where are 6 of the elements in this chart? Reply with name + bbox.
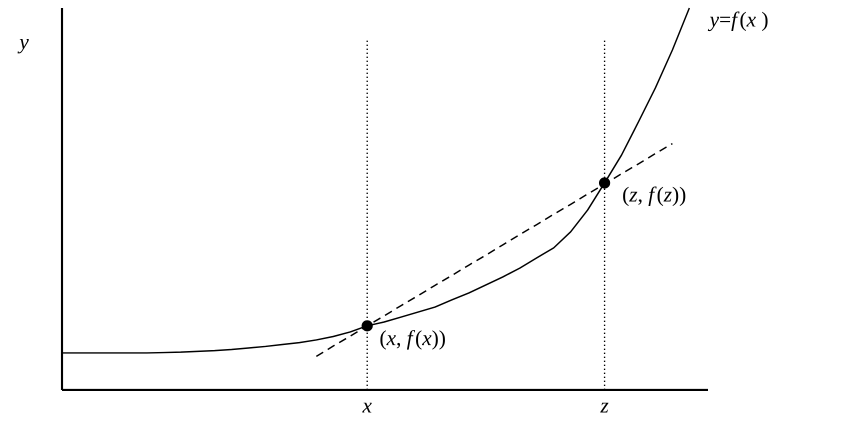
x-tick-label: x <box>362 402 372 412</box>
y-axis-title: y <box>18 39 29 54</box>
annotation: (x, f(x)) <box>380 330 445 350</box>
annotation: (z, f(z)) <box>623 186 686 206</box>
annotation: y=f(x ) <box>708 12 768 32</box>
x-tick-label: z <box>600 402 608 412</box>
